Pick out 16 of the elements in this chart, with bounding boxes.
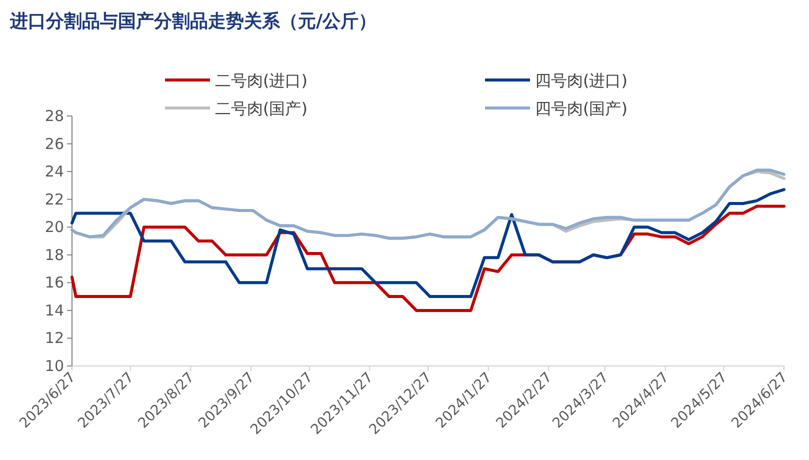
y-tick-label: 26 (44, 134, 64, 153)
legend-label: 四号肉(进口) (535, 71, 628, 90)
y-tick-label: 22 (44, 190, 64, 208)
y-tick-label: 18 (44, 246, 64, 264)
y-tick-label: 28 (44, 107, 64, 125)
y-tick-label: 24 (44, 162, 64, 181)
legend-label: 四号肉(国产) (535, 99, 628, 118)
y-tick-label: 10 (44, 357, 64, 375)
chart-title: 进口分割品与国产分割品走势关系（元/公斤） (9, 11, 377, 32)
y-tick-label: 14 (44, 301, 64, 320)
y-tick-label: 20 (44, 218, 64, 236)
legend-label: 二号肉(国产) (215, 99, 308, 118)
y-tick-label: 12 (44, 329, 64, 348)
y-tick-label: 16 (44, 274, 64, 292)
legend-label: 二号肉(进口) (215, 71, 308, 90)
line-series (70, 188, 786, 298)
